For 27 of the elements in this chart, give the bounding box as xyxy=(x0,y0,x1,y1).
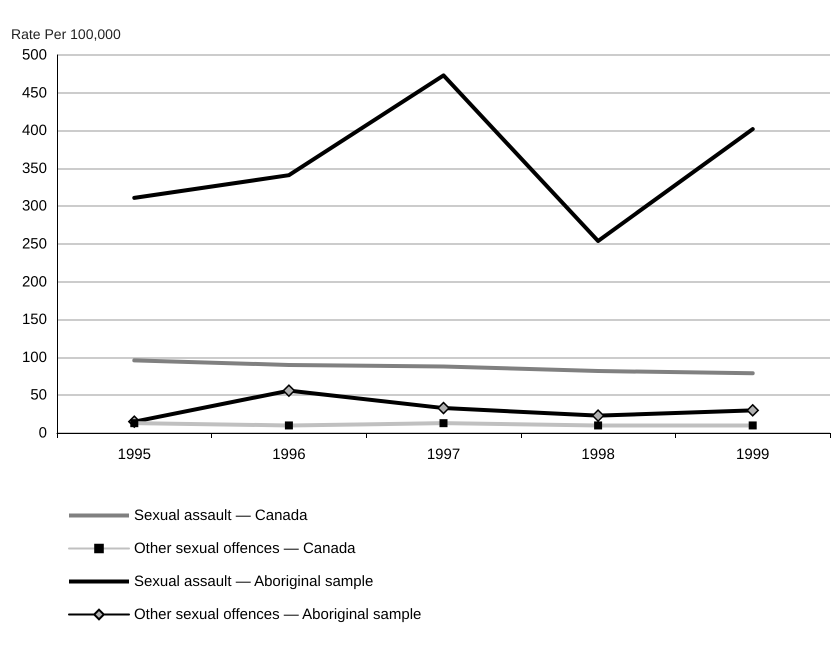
y-tick-label: 0 xyxy=(38,424,47,442)
point xyxy=(592,409,604,422)
x-tick-label: 1998 xyxy=(581,446,615,463)
x-tick-label: 1999 xyxy=(736,446,770,463)
y-axis-title: Rate Per 100,000 xyxy=(11,26,121,42)
point xyxy=(437,402,450,414)
y-tick-label: 50 xyxy=(30,386,47,404)
y-tick-label: 450 xyxy=(22,84,47,102)
y-tick-label: 400 xyxy=(22,122,47,140)
y-tick-label: 300 xyxy=(22,198,47,215)
legend-label: Other sexual offences — Aboriginal sample xyxy=(134,606,422,623)
y-tick-label: 500 xyxy=(22,46,47,64)
legend-label: Sexual assault — Canada xyxy=(134,507,308,524)
line-series xyxy=(132,358,755,376)
y-tick-label: 350 xyxy=(22,160,47,177)
x-tick-label: 1996 xyxy=(272,446,306,463)
x-tick-label: 1995 xyxy=(118,446,151,463)
point xyxy=(746,404,759,417)
y-tick-label: 200 xyxy=(22,273,47,290)
y-tick-label: 250 xyxy=(22,236,47,252)
point xyxy=(282,384,296,397)
line-series xyxy=(132,73,755,243)
y-tick-label: 100 xyxy=(22,348,47,366)
x-tick-label: 1997 xyxy=(426,446,460,463)
y-tick-label: 150 xyxy=(22,311,47,328)
legend-label: Sexual assault — Aboriginal sample xyxy=(134,573,374,590)
legend-label: Other sexual offences — Canada xyxy=(134,540,356,557)
